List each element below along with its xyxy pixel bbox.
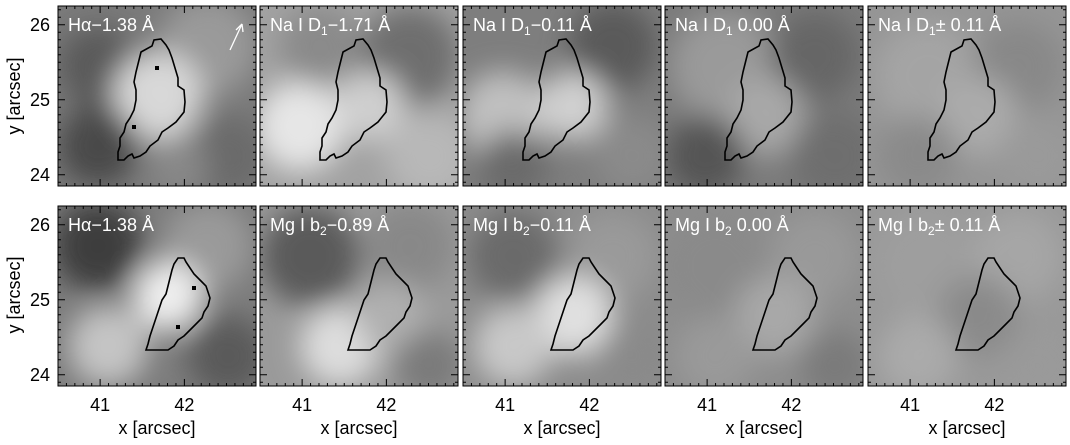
panel-frame: [867, 205, 1067, 387]
x-tick-label: 41: [292, 395, 312, 415]
panel-label: Na I D1± 0.11 Å: [878, 15, 1001, 38]
x-axis-label: x [arcsec]: [725, 418, 802, 438]
x-axis-label: x [arcsec]: [523, 418, 600, 438]
region-contour: [954, 257, 1021, 351]
panel-frame: [664, 205, 864, 387]
x-tick-label: 41: [900, 395, 920, 415]
panel-frame: [57, 205, 257, 387]
sample-marker: [132, 125, 136, 129]
panel-label: Hα−1.38 Å: [68, 215, 154, 235]
region-contour: [346, 257, 413, 351]
region-contour: [522, 38, 591, 161]
panel-b4: Mg I b2 0.00 Å 41 42 x [arcsec]: [664, 205, 864, 438]
x-axis-label: x [arcsec]: [320, 418, 397, 438]
panel-frame: [664, 5, 864, 187]
x-tick-label: 41: [495, 395, 515, 415]
panel-label: Na I D1 0.00 Å: [675, 15, 790, 38]
region-contour: [117, 38, 186, 161]
y-tick-label: 26: [30, 215, 50, 235]
region-contour: [144, 257, 211, 351]
x-tick-label: 41: [90, 395, 110, 415]
y-axis-label-bottom: y [arcsec]: [4, 256, 24, 333]
panel-label: Na I D1−1.71 Å: [270, 15, 390, 38]
sample-marker: [176, 325, 180, 329]
x-tick-label: 42: [579, 395, 599, 415]
panel-b5: Mg I b2± 0.11 Å 41 42 x [arcsec]: [867, 205, 1067, 438]
panel-label: Mg I b2 0.00 Å: [675, 215, 789, 238]
panel-frame: [259, 205, 459, 387]
panel-frame: [259, 5, 459, 187]
x-tick-label: 42: [781, 395, 801, 415]
y-tick-label: 26: [30, 15, 50, 35]
y-axis-label-top: y [arcsec]: [4, 57, 24, 134]
region-contour: [319, 38, 388, 161]
x-axis-label: x [arcsec]: [118, 418, 195, 438]
region-contour: [549, 257, 616, 351]
panel-t3: Na I D1−0.11 Å: [462, 5, 662, 187]
panel-frame: [462, 205, 662, 387]
sample-marker: [192, 286, 196, 290]
sample-marker: [155, 66, 159, 70]
panel-t2: Na I D1−1.71 Å: [259, 5, 459, 187]
panel-frame: [867, 5, 1067, 187]
x-tick-label: 42: [174, 395, 194, 415]
panel-frame: [462, 5, 662, 187]
region-contour: [751, 257, 818, 351]
panel-label: Mg I b2−0.11 Å: [473, 215, 591, 238]
panel-b1: Hα−1.38 Å 41 42 x [arcsec] 24 25 26: [30, 205, 257, 438]
y-tick-label: 24: [30, 165, 50, 185]
region-contour: [724, 38, 793, 161]
panel-frame: [57, 5, 257, 187]
panel-label: Mg I b2± 0.11 Å: [878, 215, 1000, 238]
panel-t5: Na I D1± 0.11 Å: [867, 5, 1067, 187]
x-tick-label: 41: [697, 395, 717, 415]
y-tick-label: 24: [30, 365, 50, 385]
panel-label: Hα−1.38 Å: [68, 15, 154, 35]
x-tick-label: 42: [984, 395, 1004, 415]
direction-arrow-icon: [229, 23, 243, 51]
panel-label: Na I D1−0.11 Å: [473, 15, 592, 38]
x-tick-label: 42: [376, 395, 396, 415]
panel-t1: Hα−1.38 Å 24 25 26: [30, 5, 257, 187]
region-contour: [927, 38, 996, 161]
x-axis-label: x [arcsec]: [928, 418, 1005, 438]
panel-t4: Na I D1 0.00 Å: [664, 5, 864, 187]
panel-b3: Mg I b2−0.11 Å 41 42 x [arcsec]: [462, 205, 662, 438]
panel-label: Mg I b2−0.89 Å: [270, 215, 389, 238]
y-tick-label: 25: [30, 90, 50, 110]
y-tick-label: 25: [30, 290, 50, 310]
panel-b2: Mg I b2−0.89 Å 41 42 x [arcsec]: [259, 205, 459, 438]
